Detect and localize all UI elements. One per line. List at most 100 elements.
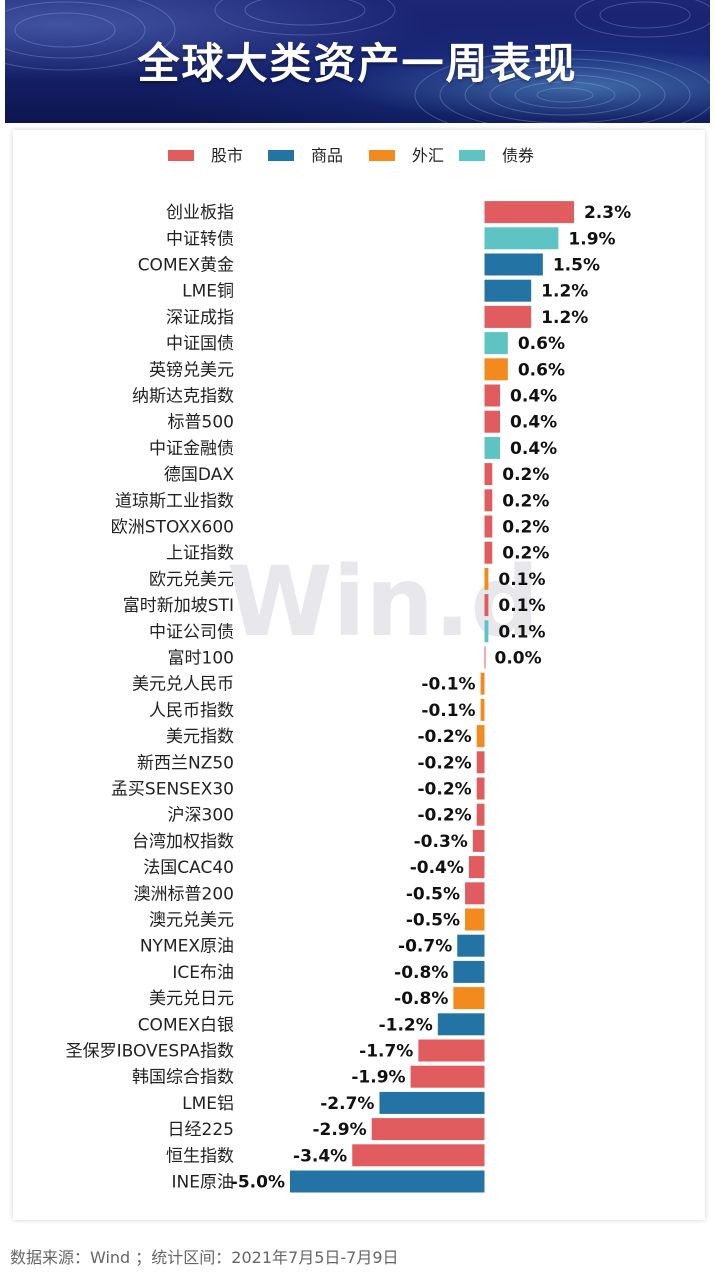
- value-label: -1.9%: [351, 1068, 405, 1088]
- bar: [457, 934, 485, 957]
- category-label: 美元兑人民币: [132, 675, 234, 695]
- bar: [371, 1118, 485, 1141]
- bar-row: 富时100 0.0%: [168, 646, 542, 669]
- bar-row: 创业板指 2.3%: [166, 201, 631, 224]
- category-label: COMEX黄金: [138, 256, 234, 276]
- value-label: 0.1%: [498, 570, 545, 590]
- bar-row: ICE布油 -0.8%: [172, 960, 485, 983]
- bar-row: LME铜 1.2%: [182, 279, 588, 302]
- value-label: -2.9%: [312, 1120, 366, 1140]
- value-label: 0.4%: [510, 387, 557, 407]
- value-label: -0.8%: [394, 989, 448, 1009]
- category-label: 中证转债: [166, 229, 234, 249]
- bar: [484, 646, 486, 669]
- bar: [484, 305, 532, 328]
- bar: [476, 751, 485, 774]
- bar-row: 美元兑人民币 -0.1%: [132, 672, 485, 695]
- bar: [476, 725, 485, 748]
- category-label: 创业板指: [166, 203, 234, 223]
- bar: [484, 594, 489, 617]
- bar-row: 美元指数 -0.2%: [166, 725, 485, 748]
- category-label: 英镑兑美元: [149, 360, 234, 380]
- bar: [484, 620, 489, 643]
- bar-row: 英镑兑美元 0.6%: [149, 358, 565, 381]
- category-label: 圣保罗IBOVESPA指数: [66, 1042, 234, 1062]
- category-label: 美元指数: [166, 727, 234, 747]
- category-label: COMEX白银: [138, 1015, 234, 1035]
- bar: [453, 960, 485, 983]
- bar-row: 韩国综合指数 -1.9%: [132, 1065, 485, 1088]
- category-label: LME铜: [182, 282, 234, 302]
- legend-label: 股市: [211, 146, 243, 165]
- bar: [480, 672, 485, 695]
- legend-item-0: 股市: [168, 146, 243, 165]
- bar: [410, 1065, 485, 1088]
- category-label: 新西兰NZ50: [137, 753, 234, 773]
- value-label: -1.2%: [379, 1015, 433, 1035]
- bar: [484, 201, 574, 224]
- bar: [437, 1013, 485, 1036]
- bar: [476, 777, 485, 800]
- value-label: 0.2%: [502, 544, 549, 564]
- legend-swatch: [369, 150, 395, 161]
- value-label: 0.1%: [498, 596, 545, 616]
- value-label: -0.5%: [406, 911, 460, 931]
- category-label: 法国CAC40: [143, 858, 234, 878]
- bar-row: 美元兑日元 -0.8%: [149, 987, 485, 1010]
- category-label: 纳斯达克指数: [132, 387, 234, 407]
- value-label: 0.0%: [495, 649, 542, 669]
- bar: [484, 253, 543, 276]
- bar: [484, 515, 493, 538]
- value-label: -0.2%: [418, 780, 472, 800]
- legend-item-1: 商品: [268, 146, 343, 165]
- value-label: -3.4%: [293, 1146, 347, 1166]
- value-label: 0.4%: [510, 439, 557, 459]
- bar: [484, 358, 508, 381]
- value-label: 0.4%: [510, 413, 557, 433]
- category-label: LME铝: [182, 1094, 234, 1114]
- bar-row: 沪深300 -0.2%: [168, 803, 485, 826]
- value-label: -0.3%: [414, 832, 468, 852]
- category-label: 澳洲标普200: [134, 884, 234, 904]
- bar-row: INE原油-5.0%: [172, 1170, 485, 1193]
- value-label: -0.4%: [410, 858, 464, 878]
- category-label: 深证成指: [166, 308, 234, 328]
- source-note: 数据来源：Wind ；统计区间：2021年7月5日-7月9日: [10, 1248, 399, 1267]
- category-label: ICE布油: [172, 963, 234, 983]
- category-label: 日经225: [168, 1120, 234, 1140]
- bar: [484, 541, 493, 564]
- legend-label: 外汇: [412, 146, 444, 165]
- value-label: 1.5%: [553, 256, 600, 276]
- category-label: 中证金融债: [149, 439, 234, 459]
- category-label: INE原油: [172, 1173, 234, 1193]
- value-label: -0.8%: [394, 963, 448, 983]
- bar-row: 标普500 0.4%: [168, 410, 557, 433]
- category-label: 孟买SENSEX30: [111, 780, 234, 800]
- bar-row: 欧元兑美元 0.1%: [149, 567, 546, 590]
- chart-card: Win.d 股市 商品 外汇 债券 创业板指 2.3% 中证转债 1.9% COMEX黄金 1.…: [13, 130, 705, 1220]
- bar-row: 欧洲STOXX600 0.2%: [111, 515, 549, 538]
- bar-row: 纳斯达克指数 0.4%: [132, 384, 557, 407]
- category-label: 沪深300: [168, 806, 234, 826]
- bar: [484, 436, 501, 459]
- value-label: -0.2%: [418, 753, 472, 773]
- bar-row: 德国DAX 0.2%: [164, 463, 549, 486]
- category-label: 富时100: [168, 649, 234, 669]
- bar-row: 澳元兑美元 -0.5%: [149, 908, 485, 931]
- bar: [290, 1170, 485, 1193]
- value-label: -0.7%: [398, 937, 452, 957]
- value-label: 0.1%: [498, 622, 545, 642]
- bar-row: 圣保罗IBOVESPA指数 -1.7%: [66, 1039, 485, 1062]
- title-banner: 全球大类资产一周表现: [5, 0, 710, 123]
- value-label: -1.7%: [359, 1042, 413, 1062]
- category-label: 人民币指数: [149, 701, 234, 721]
- bar-row: NYMEX原油 -0.7%: [140, 934, 485, 957]
- category-label: 中证公司债: [149, 622, 234, 642]
- bar-row: 日经225 -2.9%: [168, 1118, 485, 1141]
- bars-layer: 创业板指 2.3% 中证转债 1.9% COMEX黄金 1.5% LME铜 1.2% 深证成指 1…: [66, 201, 631, 1193]
- legend-label: 商品: [311, 146, 343, 165]
- category-label: 欧元兑美元: [149, 570, 234, 590]
- legend-swatch: [168, 150, 194, 161]
- category-label: 德国DAX: [164, 465, 234, 485]
- value-label: -2.7%: [320, 1094, 374, 1114]
